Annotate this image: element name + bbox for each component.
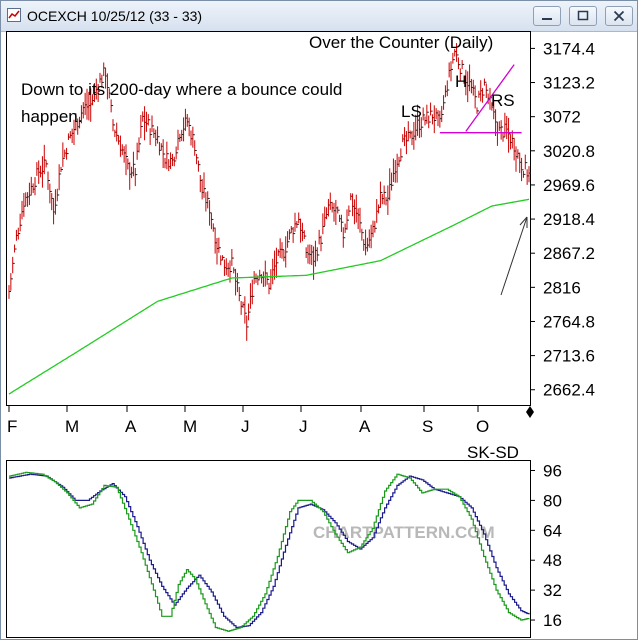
month-label: M: [65, 417, 79, 436]
chart-app-icon: [7, 8, 21, 22]
chart-title: Over the Counter (Daily): [309, 33, 493, 52]
month-label: F: [7, 417, 17, 436]
window-title: OCEXCH 10/25/12 (33 - 33): [27, 8, 203, 24]
price-tick-label: 3020.8: [543, 142, 595, 161]
price-tick-label: 2662.4: [543, 381, 595, 400]
month-label: A: [359, 417, 371, 436]
moving-average-line: [8, 198, 530, 395]
month-label: M: [183, 417, 197, 436]
oscillator-title: SK-SD: [467, 443, 519, 462]
watermark: CHARTPATTERN.COM: [313, 523, 495, 542]
price-tick-label: 3174.4: [543, 39, 595, 58]
title-bar[interactable]: OCEXCH 10/25/12 (33 - 33): [1, 1, 637, 32]
oscillator-tick-label: 64: [543, 521, 562, 540]
close-button[interactable]: [605, 6, 633, 26]
oscillator-y-axis: 96 80 64 48 32 16: [530, 461, 562, 630]
pattern-label-rs: RS: [491, 91, 515, 110]
month-label: J: [299, 417, 308, 436]
arrow-head-icon: [519, 216, 528, 228]
price-tick-label: 2867.2: [543, 244, 595, 263]
price-panel-frame: [6, 31, 531, 406]
minimize-icon: [542, 18, 552, 20]
pattern-label-ls: LS: [401, 102, 422, 121]
price-tick-label: 2764.8: [543, 312, 595, 331]
month-label: O: [476, 417, 489, 436]
oscillator-tick-label: 48: [543, 551, 562, 570]
annotation-line-1: Down to its 200-day where a bounce could: [21, 80, 342, 99]
price-y-axis: 3174.4 3123.2 3072 3020.8 2969.6 2918.4 2867.2…: [530, 39, 595, 400]
oscillator-tick-label: 96: [543, 461, 562, 480]
arrow-shaft: [500, 216, 528, 296]
price-tick-label: 3123.2: [543, 74, 595, 93]
month-label: A: [125, 417, 137, 436]
minimize-button[interactable]: [533, 6, 561, 26]
oscillator-panel-frame: [6, 460, 531, 638]
pattern-label-h: H: [455, 72, 467, 91]
sk-line: [9, 471, 530, 632]
oscillator-tick-label: 32: [543, 581, 562, 600]
maximize-icon: [577, 10, 589, 21]
month-label: S: [422, 417, 433, 436]
annotation-line-2: happen.: [21, 107, 82, 126]
trendline: [465, 64, 515, 132]
price-tick-label: 2969.6: [543, 176, 595, 195]
oscillator-tick-label: 80: [543, 491, 562, 510]
price-tick-label: 2713.6: [543, 347, 595, 366]
chart-area: 3174.4 3123.2 3072 3020.8 2969.6 2918.4 2867.2…: [6, 31, 595, 638]
oscillator-tick-label: 16: [543, 611, 562, 630]
price-tick-label: 3072: [543, 108, 581, 127]
sd-line: [9, 473, 530, 629]
month-label: J: [241, 417, 250, 436]
price-tick-label: 2816: [543, 278, 581, 297]
close-icon: [613, 10, 625, 22]
price-tick-label: 2918.4: [543, 210, 595, 229]
scroll-marker-icon: [526, 406, 534, 418]
maximize-button[interactable]: [569, 6, 597, 26]
